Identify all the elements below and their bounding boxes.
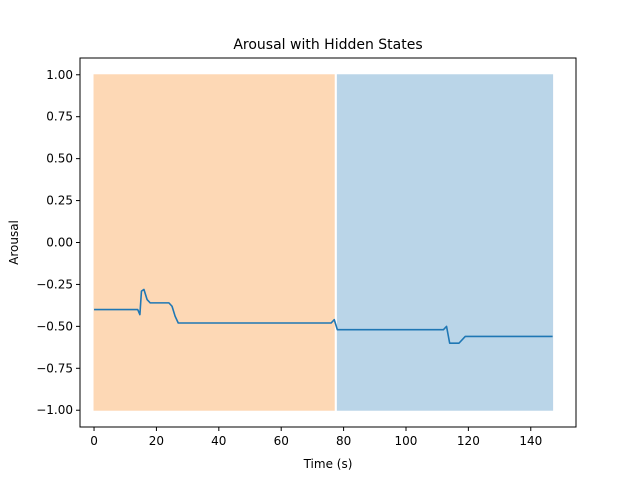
y-axis-label: Arousal	[7, 220, 21, 265]
chart-title: Arousal with Hidden States	[233, 37, 422, 53]
x-tick-label: 140	[519, 434, 542, 448]
y-tick-label: 0.25	[46, 194, 73, 208]
x-tick-label: 0	[90, 434, 98, 448]
x-tick-label: 100	[395, 434, 418, 448]
y-tick-label: 0.75	[46, 110, 73, 124]
y-tick-label: 0.50	[46, 152, 73, 166]
x-tick-label: 40	[211, 434, 226, 448]
y-tick-label: −0.25	[36, 277, 73, 291]
y-tick-label: −0.50	[36, 319, 73, 333]
y-tick-label: 0.00	[46, 236, 73, 250]
x-axis-ticks: 0 20 40 60 80 100 120 140	[90, 427, 542, 448]
hidden-states-layer	[93, 74, 554, 411]
y-tick-label: −1.00	[36, 403, 73, 417]
x-tick-label: 20	[149, 434, 164, 448]
x-tick-label: 60	[274, 434, 289, 448]
x-tick-label: 120	[457, 434, 480, 448]
hidden-state-span-0	[93, 74, 335, 411]
x-tick-label: 80	[336, 434, 351, 448]
hidden-state-span-1	[336, 74, 554, 411]
y-axis-ticks: 1.00 0.75 0.50 0.25 0.00 −0.25 −0.50 −0.75 −1.00	[36, 68, 80, 417]
series-line-0	[94, 288, 553, 344]
x-axis-label: Time (s)	[303, 457, 353, 471]
series-layer	[94, 288, 553, 344]
y-tick-label: 1.00	[46, 68, 73, 82]
y-tick-label: −0.75	[36, 361, 73, 375]
